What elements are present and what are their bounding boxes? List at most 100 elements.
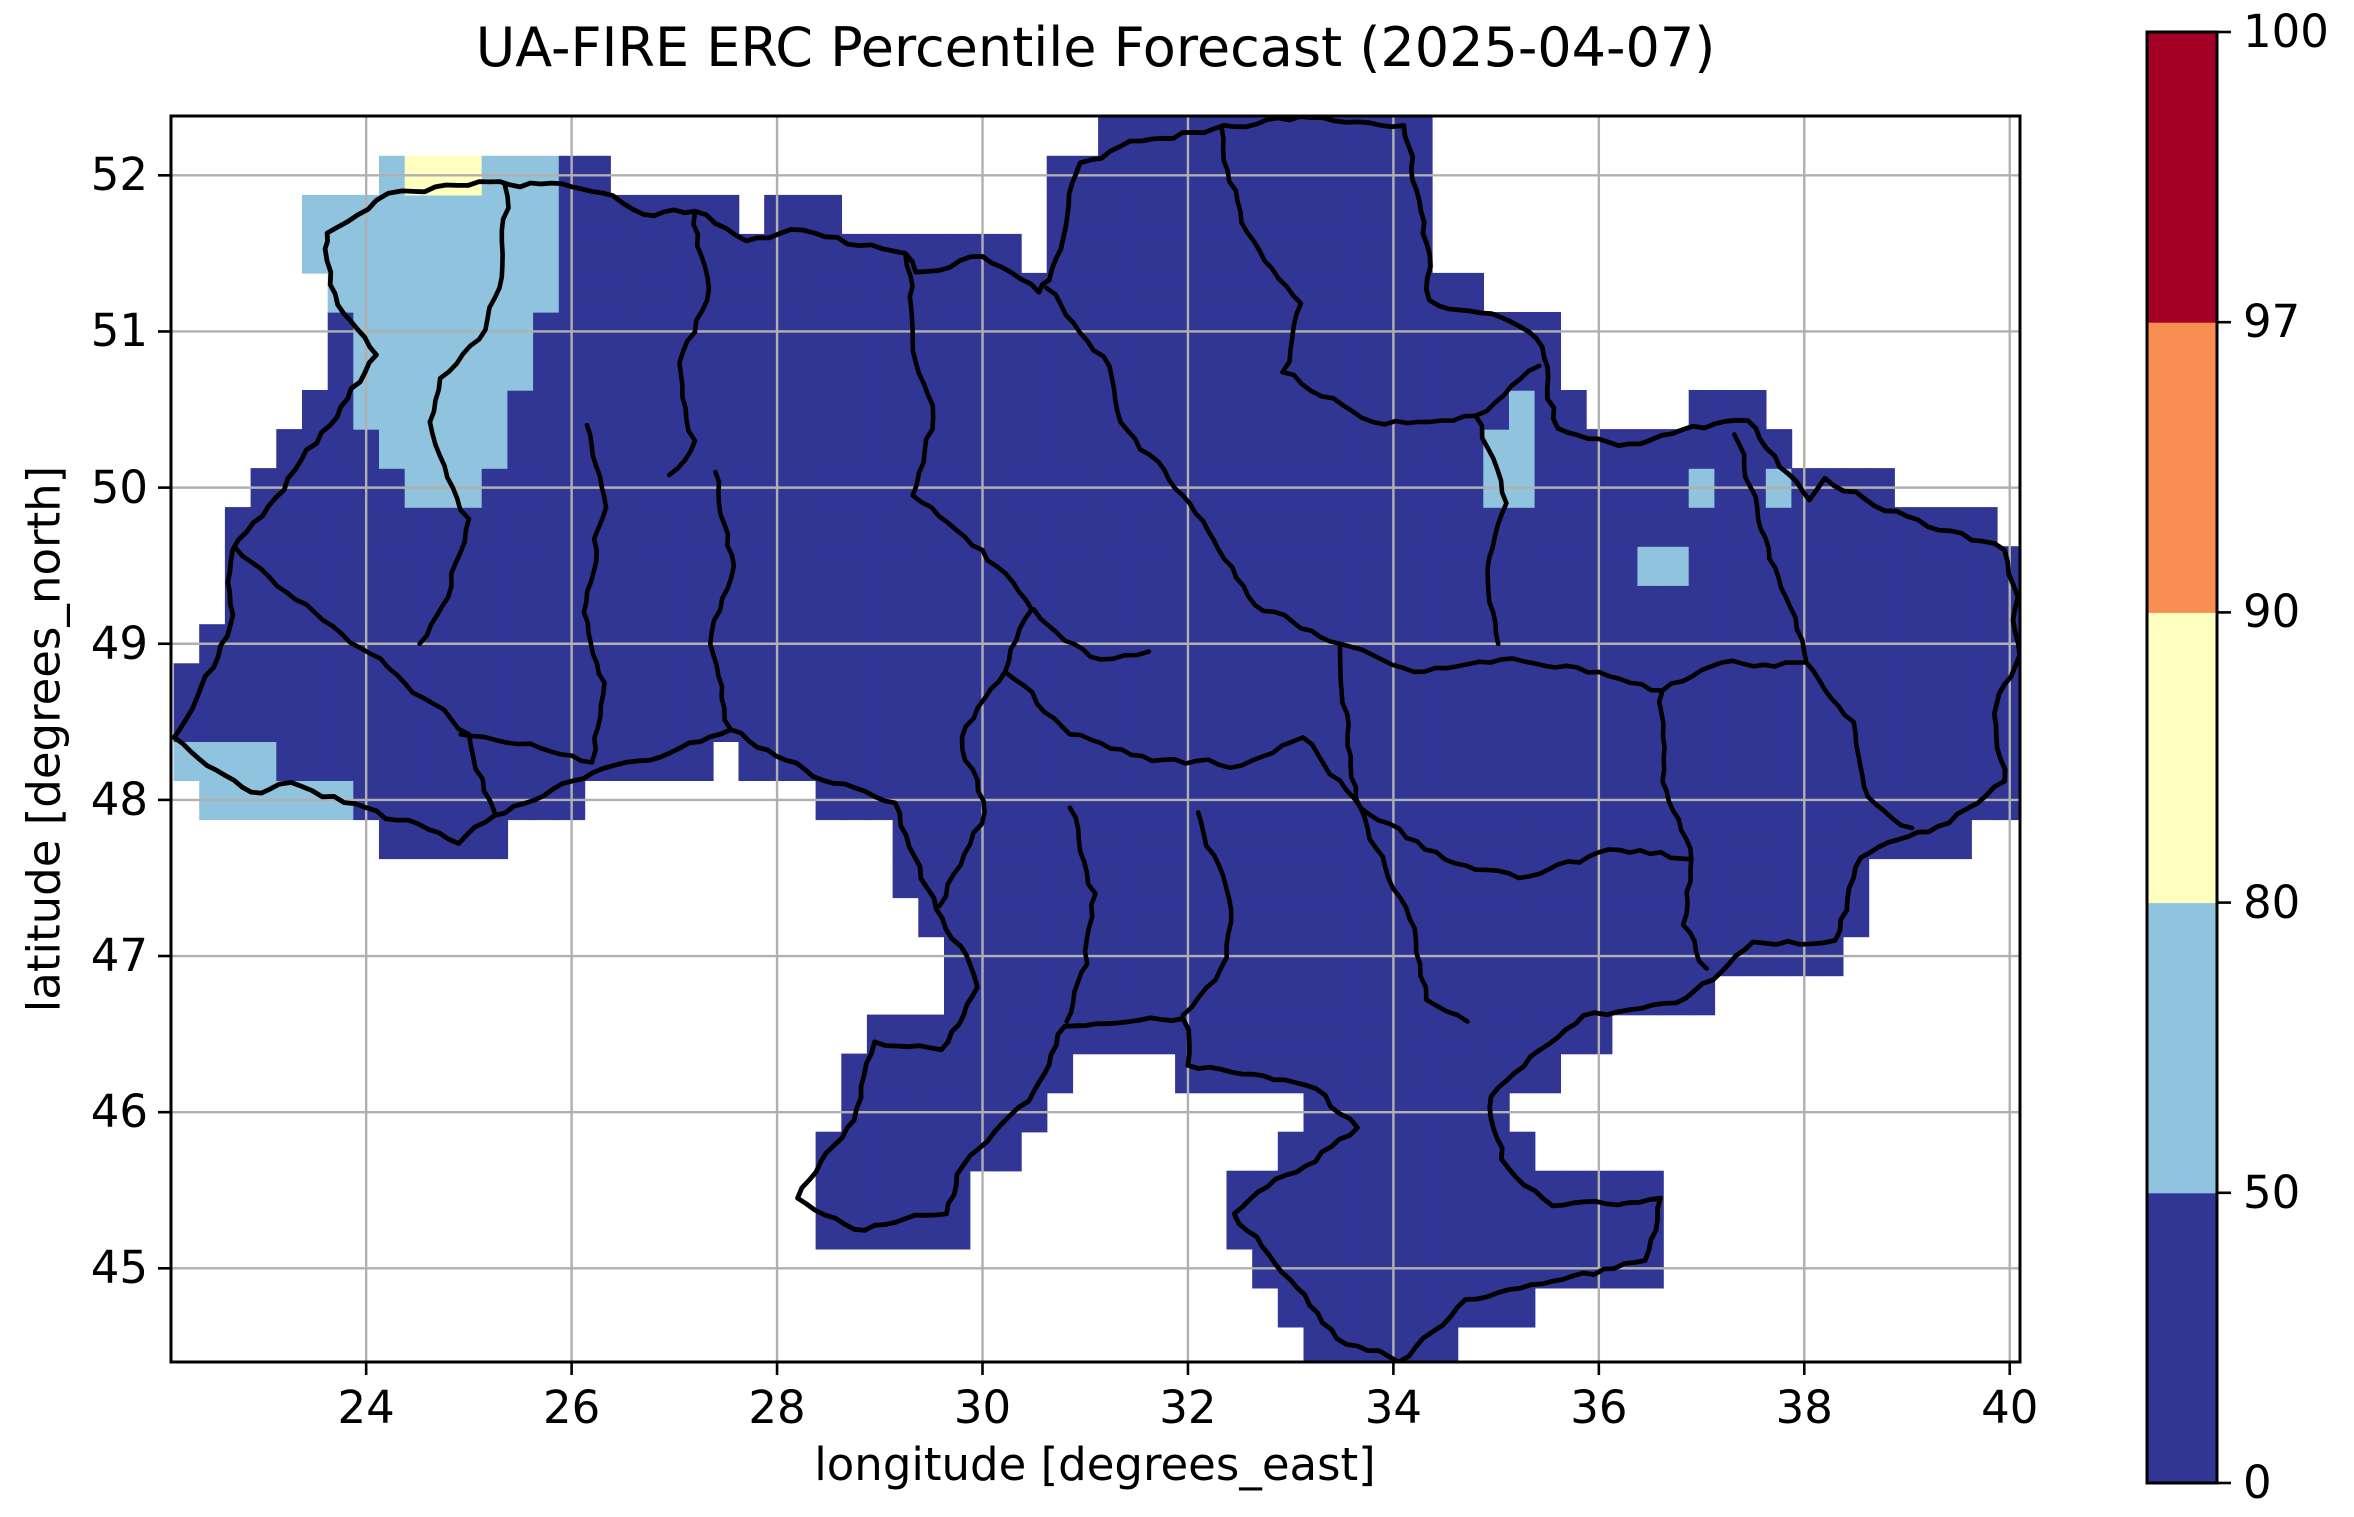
grid-cell [1765,858,1793,899]
grid-cell [1688,585,1716,625]
grid-cell [1277,507,1305,547]
grid-cell [789,429,817,469]
grid-cell [1303,1170,1330,1211]
grid-cell [276,585,303,625]
grid-cell [1431,390,1459,430]
x-tick-label: 34 [1364,1381,1423,1434]
grid-cell [1277,390,1305,430]
grid-cell [1098,272,1125,313]
grid-cell [1431,1014,1459,1055]
grid-cell [635,546,663,586]
colorbar-segment [2147,902,2217,1194]
grid-cell [610,585,637,625]
grid-cell [1354,507,1382,547]
grid-cell [1842,507,1870,547]
grid-cell [866,585,894,625]
grid-cell [302,702,329,742]
grid-cell [1945,663,1972,703]
grid-cell [841,1170,868,1211]
grid-cell [1714,507,1741,547]
grid-cell [276,702,303,742]
grid-cell [1534,897,1561,938]
grid-cell [1611,507,1639,547]
grid-cell [1431,702,1459,742]
x-tick-label: 38 [1775,1381,1833,1434]
grid-cell [1509,897,1536,938]
grid-cell [815,272,842,313]
grid-cell [1560,819,1587,860]
grid-cell [1329,1209,1356,1250]
grid-cell [1303,507,1330,547]
grid-cell [379,390,406,430]
grid-cell [841,351,868,391]
grid-cell [1200,351,1228,391]
grid-cell [1277,663,1305,703]
grid-cell [1277,1287,1305,1328]
grid-cell [1663,702,1690,742]
grid-cell [1534,702,1561,742]
colorbar-segment [2147,1192,2217,1484]
grid-cell [1560,507,1587,547]
oblast-boundary-line [1732,432,1809,665]
oblast-boundary-line [1358,805,1694,881]
grid-cell [1817,585,1844,625]
grid-cell [533,702,560,742]
grid-cell [1637,897,1664,938]
grid-cell [276,507,303,547]
grid-cell [1200,585,1228,625]
grid-cell [1303,1014,1330,1055]
grid-cell [1277,1053,1305,1094]
grid-cell [1046,429,1074,469]
grid-cell [1354,858,1382,899]
grid-cell [1329,1014,1356,1055]
grid-cell [866,507,894,547]
grid-cell [892,1053,919,1094]
grid-cell [1868,741,1895,781]
grid-cell [1329,194,1356,235]
grid-cell [1431,1131,1459,1172]
grid-cell [1868,546,1895,586]
grid-cell [1817,819,1844,860]
grid-cell [1483,741,1510,781]
grid-cell [1509,390,1536,430]
grid-cell [1740,546,1767,586]
grid-cell [1406,585,1433,625]
grid-cell [1303,546,1330,586]
grid-cell [1200,546,1228,586]
grid-cell [1457,819,1484,860]
grid-cell [1021,858,1048,899]
grid-cell [250,663,277,703]
grid-cell [1611,858,1639,899]
grid-cell [1483,663,1510,703]
grid-cell [1919,585,1947,625]
grid-cell [918,1053,945,1094]
grid-cell [1457,897,1484,938]
grid-cell [944,1209,971,1250]
grid-cell [404,194,432,235]
grid-cell [224,663,252,703]
x-tick-label: 28 [748,1381,806,1434]
grid-cell [1226,1014,1253,1055]
grid-cell [1406,1014,1433,1055]
grid-cell [1200,194,1228,235]
grid-cell [1226,975,1253,1016]
grid-cell [481,819,509,860]
grid-cell [1226,351,1253,391]
grid-cell [533,194,560,235]
grid-cell [892,429,919,469]
grid-cell [1200,272,1228,313]
grid-cell [610,429,637,469]
grid-cell [1457,1209,1484,1250]
grid-cell [533,233,560,274]
grid-cell [584,351,611,391]
grid-cell [1072,272,1099,313]
grid-cell [1072,351,1099,391]
grid-cell [892,507,919,547]
colorbar [2145,30,2231,1485]
grid-cell [456,233,483,274]
grid-cell [1894,585,1921,625]
grid-cell [1226,1170,1253,1211]
grid-cell [1021,507,1048,547]
grid-cell [841,663,868,703]
grid-cell [1971,741,1998,781]
